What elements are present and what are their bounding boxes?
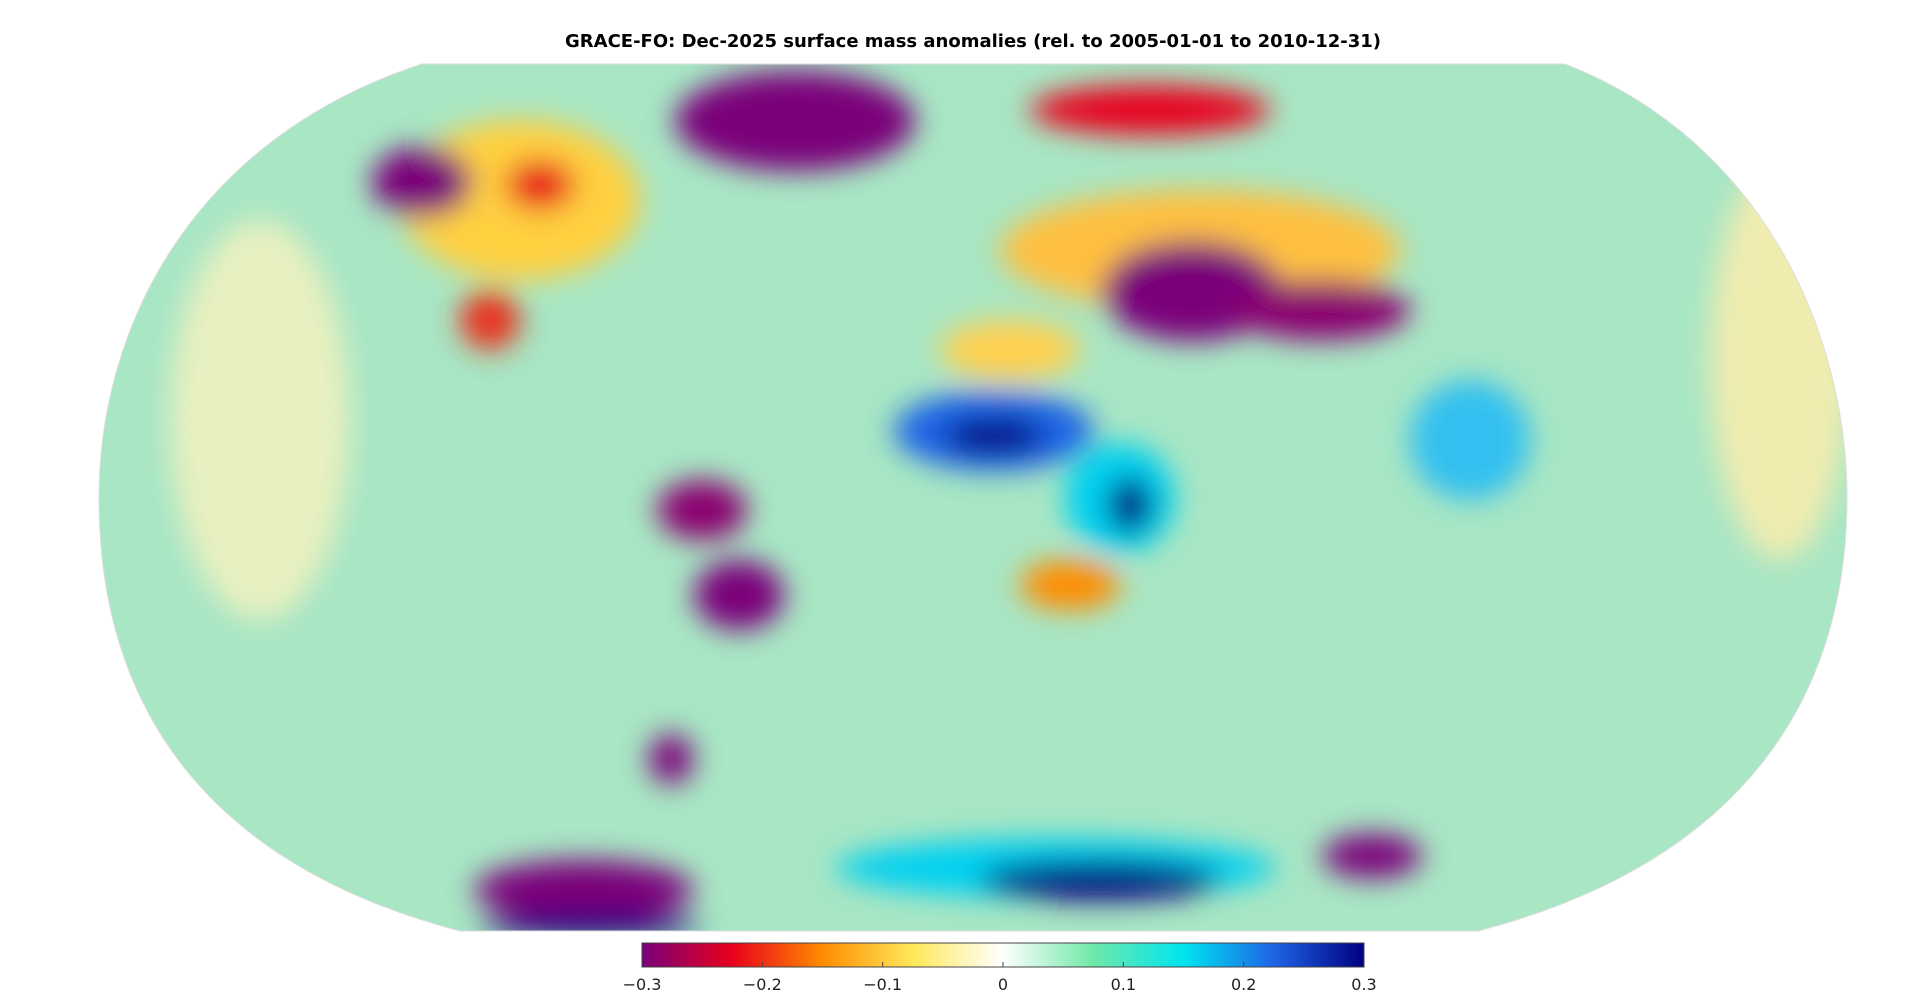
colorbar-ticks: −0.3 −0.2 −0.1 0 0.1 0.2 0.3: [623, 962, 1377, 994]
colorbar-tick-label: 0.1: [1111, 975, 1136, 994]
colorbar-tick-label: −0.1: [863, 975, 902, 994]
colorbar-tick-label: 0.2: [1231, 975, 1256, 994]
colorbar-tick-label: −0.3: [623, 975, 662, 994]
map-outline: [98, 63, 1848, 932]
map-title: GRACE-FO: Dec-2025 surface mass anomalie…: [565, 31, 1381, 52]
colorbar-tick-label: −0.2: [743, 975, 782, 994]
anomaly-field: [170, 71, 1847, 931]
map: [99, 64, 1847, 931]
colorbar-tick-label: 0: [998, 975, 1008, 994]
colorbar-tick-label: 0.3: [1351, 975, 1376, 994]
